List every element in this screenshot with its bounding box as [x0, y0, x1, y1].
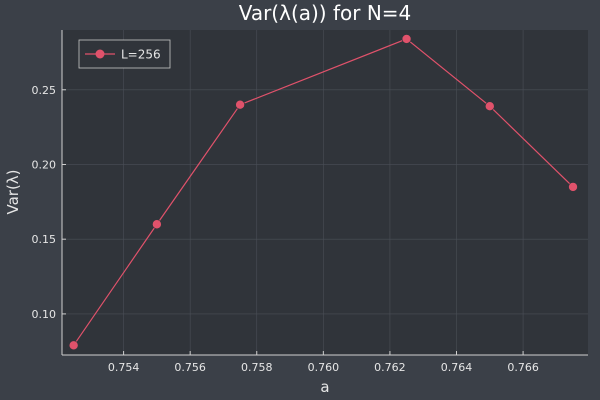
y-tick-label: 0.10 [32, 308, 57, 321]
y-ticks: 0.10 0.15 0.20 0.25 [32, 84, 67, 321]
y-tick-label: 0.15 [32, 233, 57, 246]
x-axis-label: a [320, 378, 329, 396]
x-tick-label: 0.762 [374, 361, 406, 374]
y-tick-label: 0.20 [32, 158, 57, 171]
x-tick-label: 0.764 [441, 361, 473, 374]
x-tick-label: 0.758 [241, 361, 273, 374]
plot-area [62, 30, 588, 355]
data-point [236, 100, 245, 109]
y-tick-label: 0.25 [32, 84, 57, 97]
x-tick-label: 0.756 [174, 361, 206, 374]
chart-title: Var(λ(a)) for N=4 [239, 1, 412, 25]
data-point [485, 102, 494, 111]
legend-label: L=256 [121, 48, 161, 62]
x-tick-label: 0.760 [308, 361, 340, 374]
legend-marker [96, 50, 105, 59]
data-point [569, 182, 578, 191]
legend: L=256 [79, 40, 170, 68]
x-tick-label: 0.766 [507, 361, 539, 374]
x-tick-label: 0.754 [108, 361, 140, 374]
data-point [402, 34, 411, 43]
y-axis-label: Var(λ) [4, 169, 22, 214]
data-point [152, 220, 161, 229]
data-point [69, 341, 78, 350]
